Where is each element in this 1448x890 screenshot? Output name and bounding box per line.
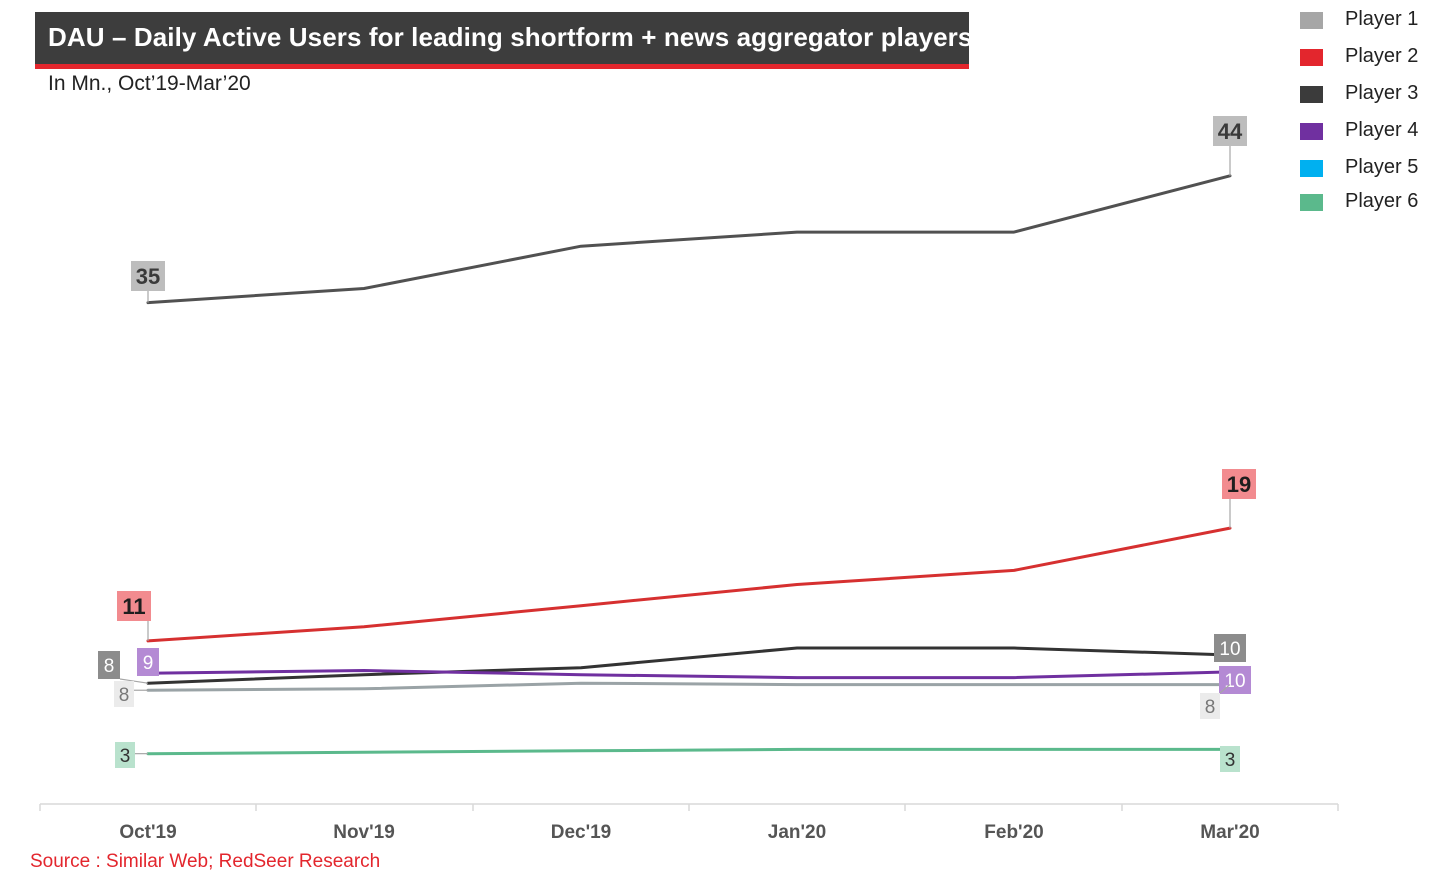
label-box bbox=[114, 681, 134, 707]
data-label-text: 10 bbox=[1219, 639, 1240, 660]
legend-label: Player 6 bbox=[1345, 190, 1419, 212]
series-line-player-4 bbox=[146, 669, 1232, 680]
series-lines bbox=[146, 174, 1232, 756]
x-tick-label: Feb'20 bbox=[984, 822, 1043, 843]
series-line-player-2 bbox=[146, 526, 1232, 643]
data-label-text: 3 bbox=[120, 746, 131, 767]
legend-swatch bbox=[1300, 49, 1323, 66]
data-label-player-1: 44 bbox=[1213, 116, 1247, 176]
data-label-player-1: 35 bbox=[131, 261, 165, 303]
label-box bbox=[1200, 693, 1220, 719]
label-box bbox=[137, 648, 159, 676]
data-label-player-3: 10 bbox=[1214, 634, 1246, 662]
data-label-player-4: 9 bbox=[137, 648, 159, 676]
data-label-text: 9 bbox=[143, 653, 154, 674]
data-label-player-6: 3 bbox=[115, 742, 148, 768]
data-label-text: 35 bbox=[136, 264, 160, 289]
legend-swatch bbox=[1300, 194, 1323, 211]
legend-item-player-6: Player 6 bbox=[1300, 190, 1440, 214]
legend-label: Player 4 bbox=[1345, 119, 1419, 141]
series-line-player-1 bbox=[146, 174, 1232, 305]
legend-swatch bbox=[1300, 12, 1323, 29]
chart-title: DAU – Daily Active Users for leading sho… bbox=[48, 22, 973, 52]
legend-item-player-2: Player 2 bbox=[1300, 45, 1440, 69]
label-box bbox=[131, 261, 165, 291]
x-axis: Oct'19 Nov'19 Dec'19 Jan'20 Feb'20 Mar'20 bbox=[39, 803, 1339, 843]
legend-label: Player 2 bbox=[1345, 45, 1419, 67]
legend-label: Player 3 bbox=[1345, 82, 1419, 104]
label-box bbox=[1213, 116, 1247, 146]
data-label-text: 8 bbox=[119, 685, 130, 706]
legend-item-player-5: Player 5 bbox=[1300, 156, 1440, 180]
label-box bbox=[117, 591, 151, 621]
data-label-text: 11 bbox=[122, 594, 145, 619]
data-label-player-2: 11 bbox=[117, 591, 151, 641]
x-tick-label: Dec'19 bbox=[551, 822, 612, 843]
series-line-player-3 bbox=[146, 646, 1232, 685]
label-leader-line bbox=[1219, 684, 1231, 694]
data-label-text: 8 bbox=[104, 656, 115, 677]
legend-label: Player 5 bbox=[1345, 156, 1419, 178]
x-tick-label: Oct'19 bbox=[119, 822, 176, 843]
x-tick-label: Nov'19 bbox=[333, 822, 395, 843]
legend-item-player-3: Player 3 bbox=[1300, 82, 1440, 106]
data-label-text: 10 bbox=[1224, 671, 1245, 692]
series-line-player-6 bbox=[146, 747, 1232, 756]
label-box bbox=[1214, 634, 1246, 662]
legend-swatch bbox=[1300, 123, 1323, 140]
data-label-text: 44 bbox=[1218, 119, 1243, 144]
chart-subtitle: In Mn., Oct’19-Mar’20 bbox=[48, 72, 251, 95]
source-note: Source : Similar Web; RedSeer Research bbox=[30, 851, 381, 872]
label-box bbox=[98, 651, 120, 679]
legend-swatch bbox=[1300, 86, 1323, 103]
x-tick-label: Jan'20 bbox=[768, 822, 826, 843]
data-label-text: 8 bbox=[1205, 697, 1216, 718]
data-label-text: 3 bbox=[1225, 750, 1236, 771]
data-label-text: 19 bbox=[1227, 472, 1251, 497]
legend-swatch bbox=[1300, 160, 1323, 177]
x-tick-label: Mar'20 bbox=[1200, 822, 1259, 843]
data-label-player-6: 3 bbox=[1220, 746, 1240, 772]
legend-label: Player 1 bbox=[1345, 8, 1419, 30]
data-label-player-5: 8 bbox=[1200, 684, 1231, 719]
data-label-player-5: 8 bbox=[114, 681, 148, 707]
data-label-player-2: 19 bbox=[1222, 469, 1256, 529]
chart-title-banner: DAU – Daily Active Users for leading sho… bbox=[35, 12, 973, 69]
label-box bbox=[1222, 469, 1256, 499]
series-line-player-5 bbox=[146, 681, 1232, 692]
legend-item-player-4: Player 4 bbox=[1300, 119, 1440, 143]
label-box bbox=[115, 742, 135, 768]
legend-item-player-1: Player 1 bbox=[1300, 8, 1440, 32]
label-box bbox=[1220, 746, 1240, 772]
